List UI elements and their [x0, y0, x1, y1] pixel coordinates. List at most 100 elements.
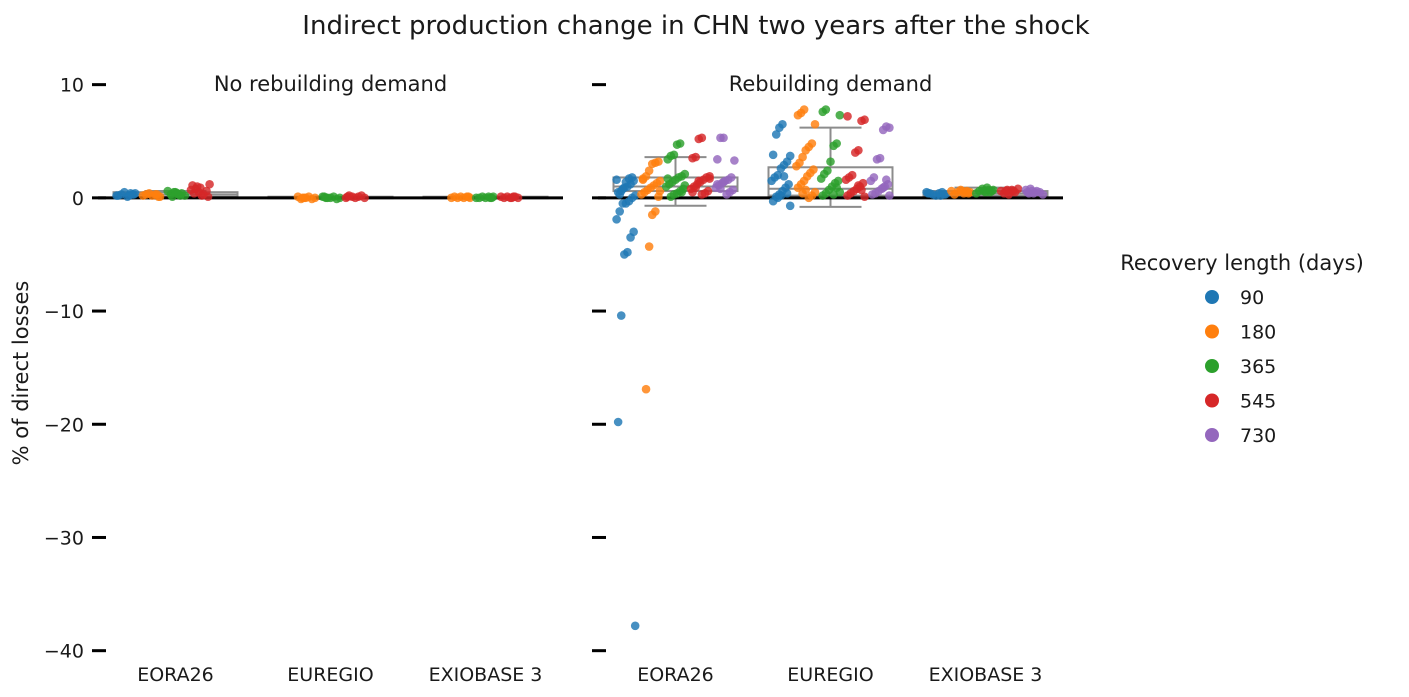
data-point	[722, 190, 731, 199]
data-point	[854, 181, 863, 190]
x-tick-label: EUREGIO	[787, 664, 873, 686]
y-tick-label: 10	[60, 75, 84, 97]
x-tick-label: EUREGIO	[287, 664, 373, 686]
data-point	[618, 199, 628, 208]
legend-marker	[1205, 393, 1219, 408]
data-point	[694, 134, 704, 144]
data-point	[626, 233, 635, 242]
data-point	[113, 191, 123, 200]
data-point	[835, 110, 845, 120]
data-point	[644, 242, 654, 251]
data-point	[882, 175, 891, 185]
data-point	[205, 179, 214, 189]
data-point	[979, 186, 989, 196]
data-point	[471, 193, 481, 203]
data-point	[496, 192, 506, 202]
y-tick-label: −40	[44, 641, 84, 663]
data-point	[832, 183, 841, 192]
legend-label: 730	[1240, 425, 1276, 447]
data-point	[776, 164, 786, 173]
data-point	[818, 107, 828, 117]
data-point	[615, 207, 624, 216]
data-point	[798, 189, 807, 198]
data-point	[713, 155, 722, 164]
data-point	[843, 191, 852, 200]
panel-title: No rebuilding demand	[214, 72, 447, 96]
panel-2: Rebuilding demand EORA26 EUREGIO EXIOBASE 3	[592, 72, 1063, 686]
data-point	[947, 186, 956, 196]
data-point	[666, 192, 676, 202]
data-point	[641, 384, 651, 394]
data-point	[768, 150, 778, 160]
data-point	[612, 175, 621, 185]
data-point	[829, 190, 838, 199]
data-point	[168, 192, 177, 202]
data-point	[1023, 187, 1032, 197]
data-point	[922, 187, 931, 197]
data-point	[672, 140, 682, 149]
y-tick-label: 0	[72, 188, 84, 210]
x-tick-label: EXIOBASE 3	[429, 664, 543, 686]
data-point	[663, 174, 673, 183]
data-point	[713, 179, 722, 189]
data-point	[829, 141, 838, 151]
data-point	[163, 186, 173, 196]
data-point	[613, 417, 623, 427]
data-point	[485, 193, 495, 203]
data-point	[804, 193, 814, 203]
data-point	[320, 192, 329, 202]
data-point	[138, 191, 148, 200]
data-point	[688, 153, 697, 163]
data-point	[767, 176, 776, 186]
data-point	[620, 250, 629, 259]
data-point	[971, 189, 981, 198]
data-point	[447, 193, 456, 203]
panel-1: No rebuilding demand 10 0 −10 −20 −30 −40 EORA2…	[44, 72, 563, 686]
legend-marker	[1205, 324, 1219, 339]
data-point	[851, 148, 860, 157]
data-point	[621, 177, 631, 187]
data-point	[1001, 186, 1010, 196]
data-point	[705, 174, 714, 183]
data-point	[866, 176, 876, 186]
data-point	[637, 190, 646, 199]
data-point	[771, 130, 781, 139]
chart-title: Indirect production change in CHN two ye…	[302, 11, 1089, 41]
data-point	[841, 175, 851, 185]
data-point	[730, 156, 739, 165]
data-point	[647, 159, 657, 169]
data-point	[792, 161, 801, 171]
data-point	[647, 210, 657, 220]
data-point	[655, 186, 665, 196]
data-point	[885, 191, 894, 200]
data-point	[872, 155, 882, 164]
data-point	[507, 193, 517, 203]
x-tick-label: EORA26	[637, 664, 714, 686]
data-point	[464, 192, 473, 202]
legend-label: 545	[1240, 391, 1276, 413]
data-point	[957, 186, 967, 196]
data-point	[857, 116, 866, 126]
data-point	[785, 201, 795, 211]
y-tick-label: −20	[44, 414, 84, 436]
data-point	[843, 112, 852, 121]
data-point	[616, 311, 626, 320]
legend-title: Recovery length (days)	[1120, 251, 1364, 275]
data-point	[826, 157, 835, 166]
data-point	[612, 215, 621, 224]
data-point	[677, 187, 686, 197]
data-point	[818, 191, 828, 200]
legend: Recovery length (days) 90 180 365 545 730	[1120, 251, 1364, 447]
x-tick-label: EXIOBASE 3	[929, 664, 1043, 686]
y-tick-label: −30	[44, 527, 84, 549]
data-point	[341, 193, 351, 203]
data-point	[124, 191, 134, 200]
legend-marker	[1205, 359, 1219, 373]
data-point	[615, 190, 624, 199]
legend-marker	[1205, 290, 1219, 304]
data-point	[793, 183, 803, 192]
legend-label: 90	[1240, 287, 1264, 309]
data-point	[801, 146, 810, 155]
legend-label: 365	[1240, 356, 1276, 378]
